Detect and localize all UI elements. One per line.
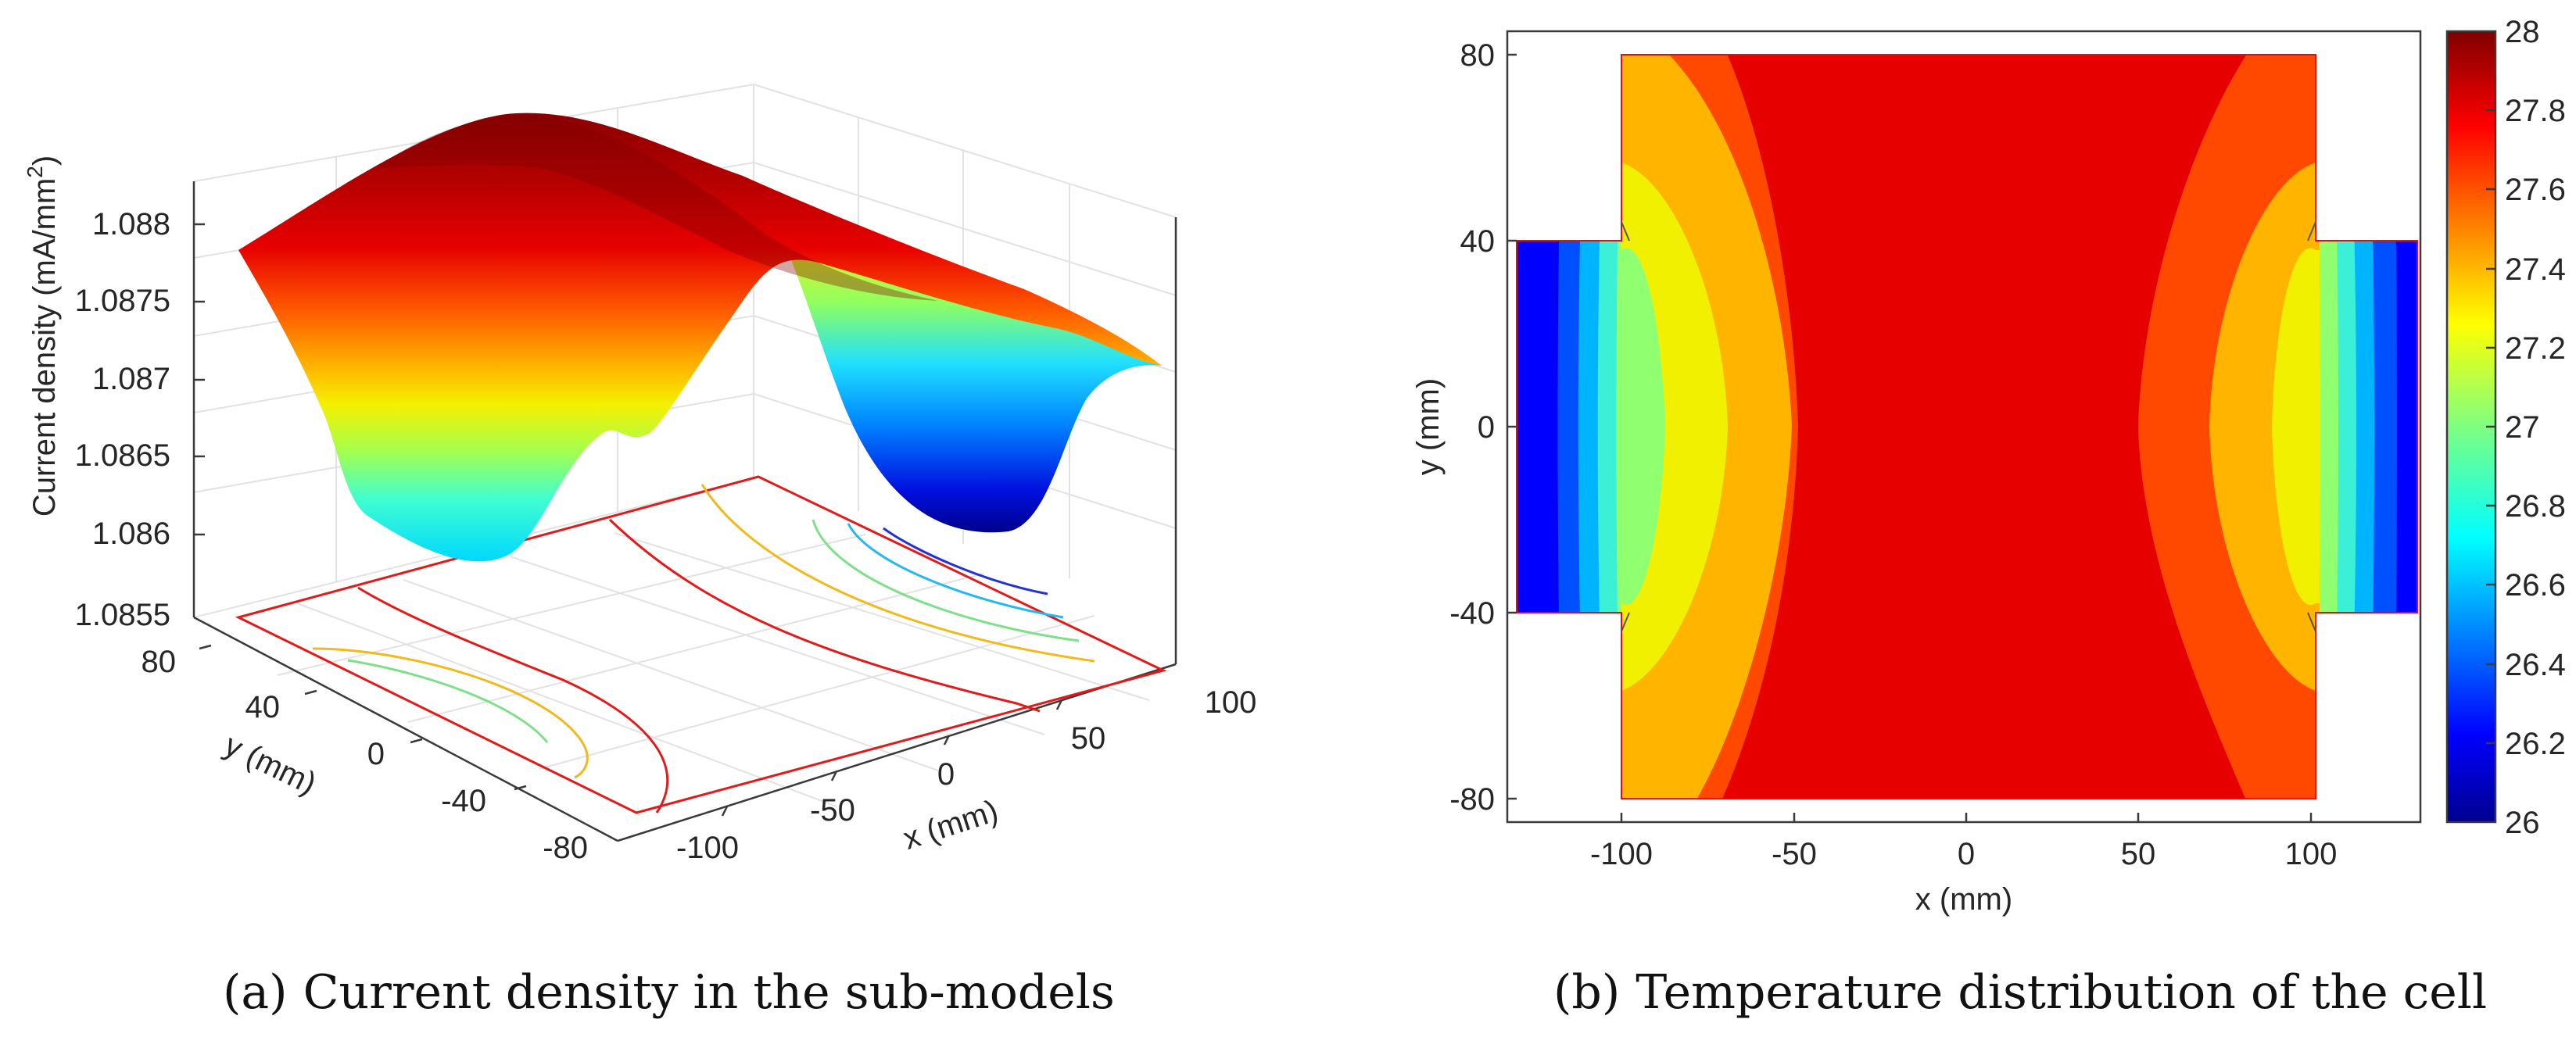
- x-tick: 100: [1205, 685, 1257, 720]
- colorbar-tick: 28: [2505, 15, 2540, 49]
- y-tick: 40: [245, 690, 281, 724]
- y-tick: 0: [367, 737, 385, 771]
- caption-b: (b) Temperature distribution of the cell: [1553, 965, 2487, 1020]
- colorbar-tick: 26.2: [2505, 727, 2566, 761]
- y-tick: 80: [142, 645, 177, 679]
- z-tick: 1.0865: [75, 438, 170, 473]
- x-tick: -100: [1590, 837, 1653, 871]
- x-tick-labels-b: -100 -50 0 50 100: [1590, 837, 2337, 871]
- z-tick: 1.088: [92, 207, 170, 241]
- x-tick-marks-a: [721, 699, 1063, 817]
- colorbar-tick-labels: 28 27.8 27.6 27.4 27.2 27 26.8 26.6 26.4…: [2505, 15, 2566, 840]
- surface-ridge-shade: [375, 115, 938, 301]
- y-axis-label-b: y (mm): [1411, 378, 1446, 475]
- y-axis-label-a: y (mm): [219, 728, 321, 801]
- z-tick-labels: 1.088 1.0875 1.087 1.0865 1.086 1.0855: [75, 207, 170, 632]
- panel-a: 1.088 1.0875 1.087 1.0865 1.086 1.0855 8…: [23, 84, 1256, 865]
- colorbar-tick: 26.8: [2505, 489, 2566, 524]
- y-tick: 40: [1460, 224, 1496, 259]
- x-axis-label-b: x (mm): [1915, 882, 2012, 917]
- colorbar-tick-marks: [2486, 109, 2495, 745]
- x-tick: -50: [1772, 837, 1817, 871]
- x-tick: 50: [2121, 837, 2156, 871]
- x-tick: 50: [1071, 721, 1106, 756]
- y-tick-labels-b: 80 40 0 -40 -80: [1449, 38, 1495, 817]
- x-tick-marks-b: [1507, 53, 2313, 822]
- colorbar-tick: 27.6: [2505, 173, 2566, 207]
- z-tick: 1.0875: [75, 284, 170, 318]
- x-tick: -50: [810, 793, 855, 828]
- x-tick: 0: [1958, 837, 1975, 871]
- y-tick: -40: [1449, 596, 1495, 631]
- caption-a: (a) Current density in the sub-models: [223, 965, 1115, 1020]
- x-tick: 0: [937, 757, 955, 792]
- y-tick: -80: [543, 831, 588, 865]
- colorbar-tick: 27.2: [2505, 331, 2566, 366]
- colorbar-tick: 26.6: [2505, 568, 2566, 603]
- y-tick-marks-a: [199, 644, 527, 791]
- colorbar-tick: 27.4: [2505, 252, 2566, 287]
- z-tick: 1.086: [92, 517, 170, 551]
- cell-notches: [1621, 221, 2316, 632]
- x-tick-labels-a: -100 -50 0 50 100: [676, 685, 1256, 865]
- colorbar-tick: 27.8: [2505, 94, 2566, 128]
- z-axis-label: Current density (mA/mm2): [23, 156, 62, 517]
- y-tick: 80: [1460, 38, 1496, 73]
- y-tick-labels-a: 80 40 0 -40 -80: [142, 645, 589, 865]
- z-tick: 1.087: [92, 362, 170, 396]
- panel-b: -100 -50 0 50 100 x (mm) 80 40 0 -40 -80…: [1411, 15, 2566, 917]
- x-axis-label-a: x (mm): [899, 793, 1002, 856]
- z-tick-marks: [194, 223, 205, 536]
- colorbar-tick: 26: [2505, 806, 2540, 840]
- x-tick: -100: [676, 831, 739, 865]
- surface-main: [238, 113, 1162, 562]
- temperature-field: [1517, 55, 2417, 799]
- x-tick: 100: [2285, 837, 2338, 871]
- z-tick: 1.0855: [75, 598, 170, 632]
- panel-a-axes: [192, 181, 1177, 842]
- y-tick: 0: [1478, 410, 1495, 445]
- y-tick: -40: [441, 784, 486, 818]
- colorbar-tick: 26.4: [2505, 648, 2566, 682]
- y-tick: -80: [1449, 782, 1495, 817]
- colorbar-tick: 27: [2505, 410, 2540, 445]
- floor-contours: [235, 475, 1167, 814]
